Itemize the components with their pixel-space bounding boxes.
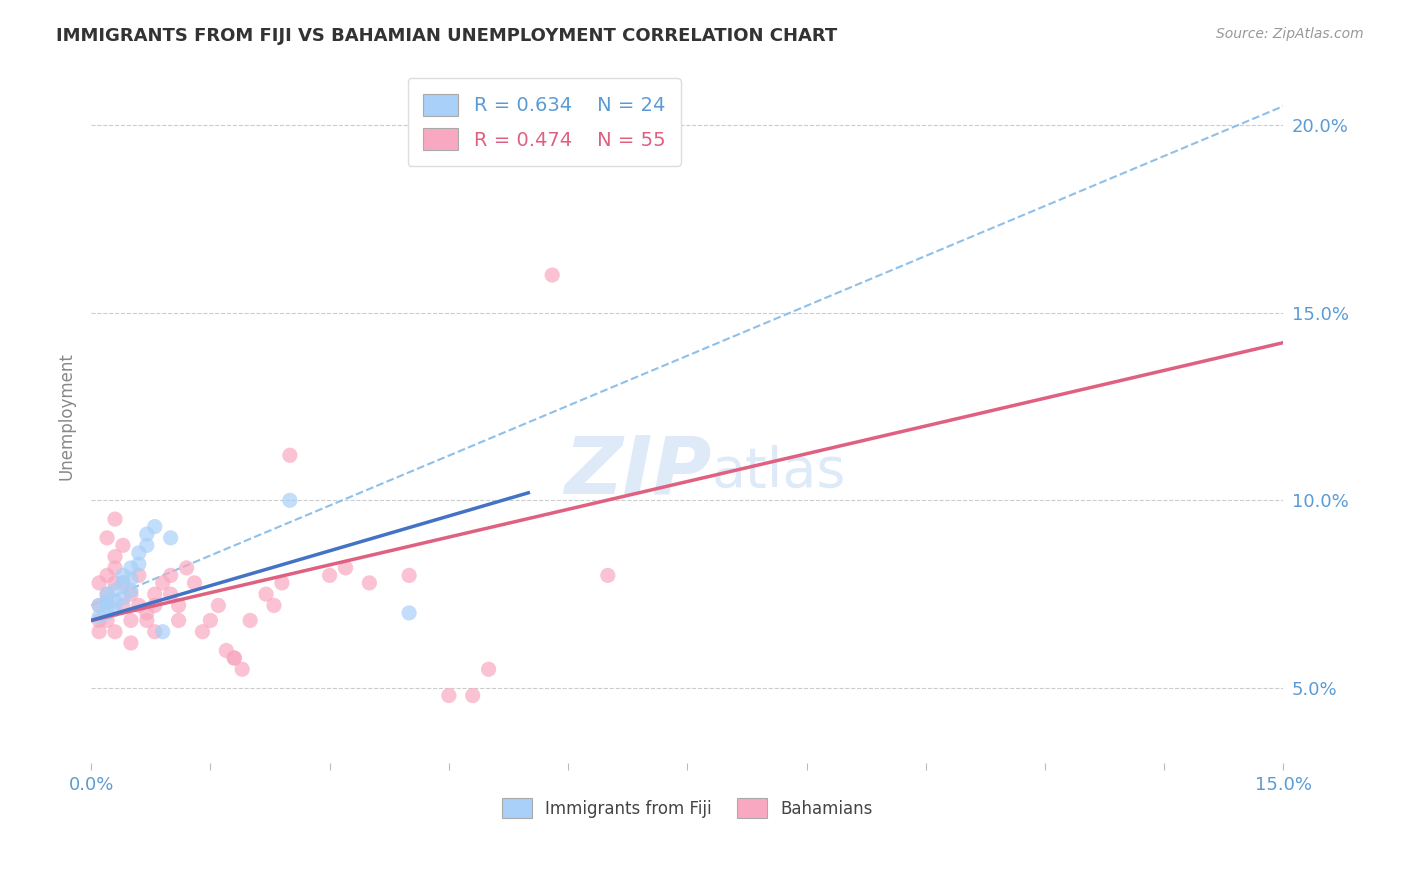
Point [104, 595, 127, 609]
Text: Source: ZipAtlas.com: Source: ZipAtlas.com [1216, 27, 1364, 41]
Point [359, 575, 381, 590]
Point [143, 599, 166, 613]
Point [461, 689, 484, 703]
Point [335, 561, 357, 575]
Point [96, 587, 118, 601]
Point [143, 624, 166, 639]
Point [254, 587, 277, 601]
Point [143, 587, 166, 601]
Point [128, 599, 150, 613]
Point [104, 602, 127, 616]
Point [104, 575, 127, 590]
Point [120, 572, 142, 586]
Point [224, 651, 246, 665]
Point [152, 624, 174, 639]
Point [278, 493, 301, 508]
Point [120, 561, 142, 575]
Point [104, 583, 127, 598]
Point [183, 575, 205, 590]
Point [167, 599, 190, 613]
Point [128, 557, 150, 571]
Point [87, 624, 110, 639]
Point [87, 609, 110, 624]
Point [263, 599, 285, 613]
Point [159, 531, 181, 545]
Point [159, 587, 181, 601]
Point [200, 614, 222, 628]
Point [159, 568, 181, 582]
Legend: Immigrants from Fiji, Bahamians: Immigrants from Fiji, Bahamians [495, 792, 879, 824]
Point [152, 575, 174, 590]
Point [111, 599, 134, 613]
Point [437, 689, 460, 703]
Point [224, 651, 246, 665]
Point [596, 568, 619, 582]
Text: atlas: atlas [711, 444, 845, 499]
Point [96, 587, 118, 601]
Point [120, 614, 142, 628]
Point [87, 575, 110, 590]
Point [104, 549, 127, 564]
Point [128, 568, 150, 582]
Point [120, 587, 142, 601]
Point [271, 575, 294, 590]
Point [398, 606, 420, 620]
Point [176, 561, 198, 575]
Point [167, 614, 190, 628]
Point [111, 575, 134, 590]
Point [135, 527, 157, 541]
Point [96, 606, 118, 620]
Point [120, 583, 142, 598]
Point [96, 595, 118, 609]
Point [111, 568, 134, 582]
Point [87, 599, 110, 613]
Point [135, 538, 157, 552]
Point [104, 512, 127, 526]
Point [96, 614, 118, 628]
Point [111, 538, 134, 552]
Point [87, 599, 110, 613]
Point [87, 614, 110, 628]
Point [96, 599, 118, 613]
Point [111, 591, 134, 605]
Point [278, 448, 301, 462]
Text: IMMIGRANTS FROM FIJI VS BAHAMIAN UNEMPLOYMENT CORRELATION CHART: IMMIGRANTS FROM FIJI VS BAHAMIAN UNEMPLO… [56, 27, 838, 45]
Y-axis label: Unemployment: Unemployment [58, 351, 75, 480]
Point [207, 599, 229, 613]
Point [478, 662, 501, 676]
Point [143, 519, 166, 533]
Point [135, 614, 157, 628]
Point [318, 568, 340, 582]
Point [239, 614, 262, 628]
Point [104, 624, 127, 639]
Point [231, 662, 253, 676]
Point [398, 568, 420, 582]
Point [128, 546, 150, 560]
Point [104, 561, 127, 575]
Point [215, 643, 238, 657]
Point [96, 531, 118, 545]
Point [191, 624, 214, 639]
Point [96, 568, 118, 582]
Point [541, 268, 564, 282]
Point [96, 595, 118, 609]
Text: ZIP: ZIP [564, 433, 711, 510]
Point [135, 606, 157, 620]
Point [120, 636, 142, 650]
Point [111, 575, 134, 590]
